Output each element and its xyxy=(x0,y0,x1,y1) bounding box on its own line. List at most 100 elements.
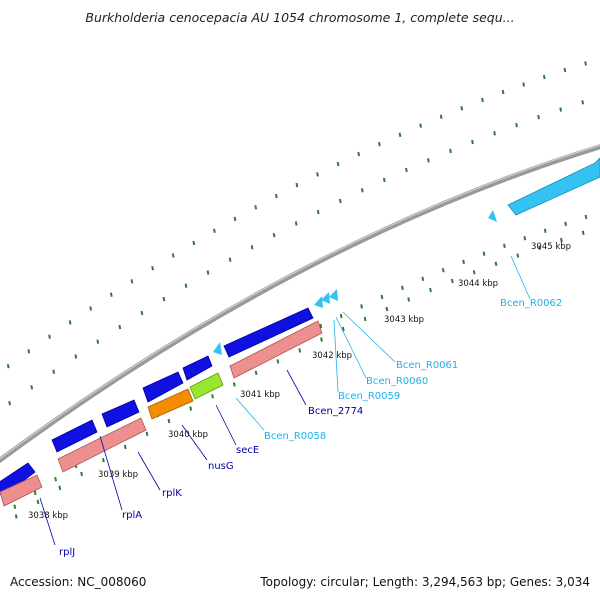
track-dot xyxy=(501,89,505,95)
scale-labels: 3038 kbp 3039 kbp 3040 kbp 3041 kbp 3042… xyxy=(28,242,571,521)
track-dot xyxy=(30,385,34,390)
scale-label: 3039 kbp xyxy=(98,470,138,480)
track-dot xyxy=(145,431,149,436)
track-dot xyxy=(494,261,498,266)
track-dot xyxy=(123,444,127,450)
scale-label: 3043 kbp xyxy=(384,315,424,325)
track-dot xyxy=(213,228,216,233)
gene-label-rplA[interactable]: rplA xyxy=(122,510,142,521)
gene-label-Bcen_R0061[interactable]: Bcen_R0061 xyxy=(396,360,458,371)
track-dot xyxy=(13,504,17,509)
forward-cds-track xyxy=(0,307,314,498)
scale-label: 3041 kbp xyxy=(240,390,280,400)
track-dot xyxy=(298,348,302,353)
track-dot xyxy=(140,310,144,316)
track-dot xyxy=(341,326,345,332)
trna-Bcen_R0060[interactable] xyxy=(321,292,330,304)
track-dot xyxy=(421,276,425,281)
gene-label-rplJ[interactable]: rplJ xyxy=(59,547,75,558)
track-dot xyxy=(80,471,83,477)
track-dot xyxy=(380,294,384,300)
gene-label-rplK[interactable]: rplK xyxy=(162,488,182,499)
track-dot xyxy=(515,122,518,128)
gene-arrow-rev-3[interactable] xyxy=(229,320,323,379)
trna-Bcen_R0058[interactable] xyxy=(213,342,222,355)
track-dot xyxy=(537,114,540,120)
track-dot xyxy=(319,323,323,329)
gene-labels: rplJ rplA rplK nusG secE Bcen_R0058 Bcen… xyxy=(59,298,562,558)
gene-label-Bcen_R0060[interactable]: Bcen_R0060 xyxy=(366,376,428,387)
trna-Bcen_R0061[interactable] xyxy=(329,289,338,301)
track-dot xyxy=(250,245,254,250)
track-dot xyxy=(543,228,547,233)
gene-arrow-large-trna[interactable] xyxy=(507,157,600,216)
track-dot xyxy=(294,221,298,226)
track-dot xyxy=(171,253,175,258)
track-dot xyxy=(316,209,320,215)
gene-label-nusG[interactable]: nusG xyxy=(208,461,234,472)
gene-label-Bcen_2774[interactable]: Bcen_2774 xyxy=(308,406,363,417)
sequence-summary-text: Topology: circular; Length: 3,294,563 bp… xyxy=(260,575,590,589)
track-dot xyxy=(493,131,496,136)
track-dot xyxy=(192,240,196,246)
track-dot xyxy=(363,316,367,322)
track-dot xyxy=(254,370,258,375)
track-dot xyxy=(398,132,402,137)
track-dot xyxy=(471,139,474,145)
track-dot xyxy=(276,359,280,364)
trna-Bcen_R0062[interactable] xyxy=(488,210,497,222)
track-dot xyxy=(254,205,258,210)
gene-arrow-nusG[interactable] xyxy=(182,355,213,381)
track-dot xyxy=(102,458,105,463)
track-dot xyxy=(338,198,342,204)
trna-Bcen_R0059[interactable] xyxy=(314,296,323,308)
track-dot xyxy=(48,334,51,339)
gene-arrow-Bcen_2774[interactable] xyxy=(223,307,314,358)
track-dot xyxy=(427,158,430,163)
track-dot xyxy=(382,177,386,183)
track-dot xyxy=(52,369,56,374)
track-dot xyxy=(450,278,454,284)
gene-arrow-rpl-rev-2[interactable] xyxy=(57,417,147,473)
track-dot xyxy=(481,97,484,103)
track-dot xyxy=(27,349,31,354)
track-dot xyxy=(68,320,72,325)
track-dot xyxy=(523,236,527,241)
track-dot xyxy=(6,364,10,369)
track-dot xyxy=(89,306,93,311)
track-dot xyxy=(407,297,411,302)
track-dot xyxy=(228,257,232,262)
gene-arrow-rplJ[interactable] xyxy=(51,419,98,453)
track-dot xyxy=(581,230,585,235)
track-dot xyxy=(462,259,465,264)
track-dot xyxy=(211,394,214,399)
track-dot xyxy=(564,221,567,226)
track-dot xyxy=(118,324,122,330)
gene-arrow-secE[interactable] xyxy=(189,372,224,400)
track-dot xyxy=(336,161,340,167)
gene-arrow-orange[interactable] xyxy=(147,388,194,420)
track-dot xyxy=(449,148,452,154)
gene-label-Bcen_R0059[interactable]: Bcen_R0059 xyxy=(338,391,400,402)
track-dot xyxy=(316,172,319,177)
track-dot xyxy=(272,233,276,238)
track-dot xyxy=(584,214,588,220)
gene-arrow-rplA[interactable] xyxy=(101,399,140,428)
scale-label: 3045 kbp xyxy=(531,242,571,252)
gene-label-Bcen_R0062[interactable]: Bcen_R0062 xyxy=(500,298,562,309)
track-dot xyxy=(360,188,364,193)
gene-label-secE[interactable]: secE xyxy=(236,445,259,456)
track-dot xyxy=(36,499,40,505)
track-dot xyxy=(439,114,443,119)
track-dot xyxy=(8,401,11,406)
track-dot xyxy=(559,107,563,112)
gene-label-Bcen_R0058[interactable]: Bcen_R0058 xyxy=(264,431,326,442)
track-dot xyxy=(151,266,154,271)
gene-arrow-rplK[interactable] xyxy=(142,371,184,403)
track-dot xyxy=(516,253,520,258)
track-grid-dots xyxy=(6,61,588,519)
track-dot xyxy=(522,82,526,87)
misc-gene-track xyxy=(147,372,224,420)
gene-arrow-rpl-rev-1[interactable] xyxy=(0,474,43,507)
